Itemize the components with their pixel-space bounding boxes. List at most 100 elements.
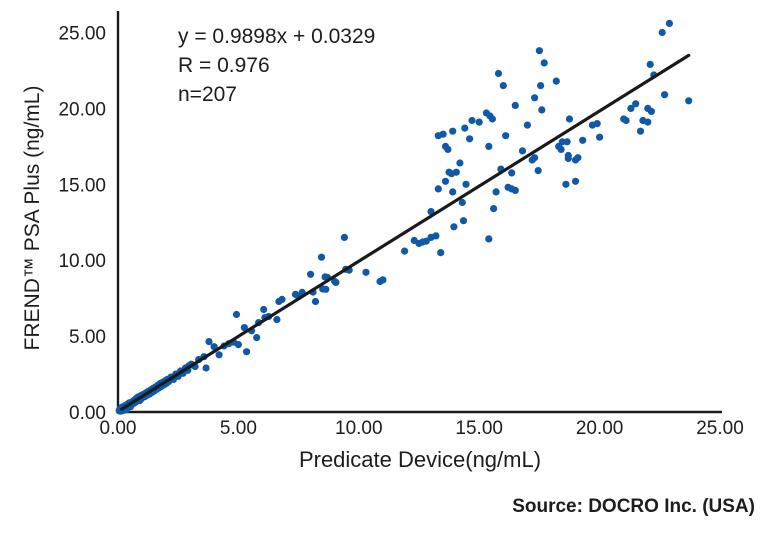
data-point — [538, 106, 546, 114]
data-point — [485, 142, 493, 150]
data-point — [240, 324, 248, 332]
data-point — [665, 19, 674, 27]
data-point — [535, 47, 544, 55]
source-attribution: Source: DOCRO Inc. (USA) — [512, 496, 755, 517]
data-point — [260, 305, 268, 314]
data-point — [488, 115, 496, 123]
data-point — [564, 154, 572, 163]
data-point — [593, 120, 601, 128]
data-point — [508, 169, 516, 177]
y-tick-label: 15.00 — [58, 175, 106, 196]
y-axis-title: FREND™ PSA Plus (ng/mL) — [21, 85, 44, 351]
x-tick-label: 20.00 — [576, 418, 624, 439]
data-point — [518, 147, 527, 155]
data-point — [449, 127, 457, 135]
data-point — [362, 268, 370, 276]
data-point — [531, 94, 539, 102]
data-point — [243, 348, 251, 356]
data-point — [253, 334, 261, 342]
data-point — [540, 59, 548, 67]
data-point — [461, 124, 469, 132]
data-point — [647, 107, 656, 115]
data-point — [511, 186, 519, 194]
data-point — [490, 205, 498, 213]
data-point — [475, 118, 483, 126]
x-tick-label: 0.00 — [100, 418, 137, 439]
data-point — [232, 310, 241, 319]
data-point — [511, 101, 519, 109]
data-point — [494, 69, 503, 78]
data-point — [596, 133, 604, 141]
data-point — [456, 159, 464, 167]
data-point — [499, 82, 507, 90]
data-point — [658, 28, 666, 37]
trendline — [119, 53, 691, 411]
data-point — [215, 351, 223, 359]
data-point — [202, 364, 210, 372]
data-point — [492, 188, 500, 196]
data-point — [531, 154, 539, 162]
x-axis-title: Predicate Device(ng/mL) — [298, 447, 542, 472]
data-point — [661, 91, 669, 99]
data-point — [562, 180, 570, 188]
data-point — [636, 127, 645, 135]
y-tick-label: 0.00 — [69, 403, 106, 424]
data-point — [485, 235, 493, 243]
data-point — [537, 82, 545, 90]
data-point — [646, 60, 654, 68]
data-point — [571, 177, 580, 185]
x-tick-label: 25.00 — [696, 418, 744, 439]
data-point — [273, 316, 281, 324]
y-tick-label: 20.00 — [58, 99, 106, 120]
data-point — [468, 116, 476, 125]
sample-size: n=207 — [178, 83, 237, 106]
data-point — [462, 180, 470, 188]
data-point — [439, 130, 447, 138]
data-point — [452, 168, 460, 176]
correlation-coefficient: R = 0.976 — [178, 54, 270, 77]
data-point — [502, 132, 510, 140]
data-point — [622, 116, 630, 125]
data-point — [205, 338, 213, 346]
data-point — [579, 136, 587, 144]
data-point — [422, 237, 430, 245]
data-point — [466, 135, 474, 143]
data-point — [332, 278, 340, 286]
data-point — [444, 145, 452, 153]
data-point — [432, 232, 440, 240]
data-point — [317, 253, 326, 261]
data-point — [685, 97, 693, 105]
data-point — [563, 138, 571, 146]
data-point — [644, 118, 652, 126]
data-point — [234, 341, 242, 349]
regression-annotation: y = 0.9898x + 0.0329 R = 0.976 n=207 — [178, 22, 375, 109]
data-point — [437, 249, 445, 257]
x-tick-label: 5.00 — [220, 418, 257, 439]
data-point — [311, 297, 320, 306]
data-point — [627, 104, 635, 112]
data-point — [459, 217, 468, 225]
data-point — [523, 121, 532, 129]
data-point — [434, 185, 442, 193]
y-tick-label: 5.00 — [69, 327, 106, 348]
data-point — [322, 285, 330, 293]
data-point — [632, 100, 640, 108]
data-point — [401, 247, 409, 255]
y-tick-label: 10.00 — [58, 251, 106, 272]
data-point — [450, 223, 458, 231]
data-point — [552, 77, 560, 85]
data-point — [565, 115, 574, 123]
data-point — [458, 198, 466, 207]
regression-equation: y = 0.9898x + 0.0329 — [178, 25, 376, 48]
x-tick-label: 15.00 — [455, 418, 503, 439]
data-point — [449, 188, 457, 196]
y-tick-label: 25.00 — [58, 24, 106, 45]
data-point — [441, 177, 450, 185]
data-point — [557, 145, 565, 153]
data-point — [340, 233, 348, 241]
data-point — [379, 276, 387, 284]
x-tick-label: 10.00 — [335, 418, 383, 439]
data-point — [574, 154, 582, 162]
data-point — [534, 167, 542, 175]
